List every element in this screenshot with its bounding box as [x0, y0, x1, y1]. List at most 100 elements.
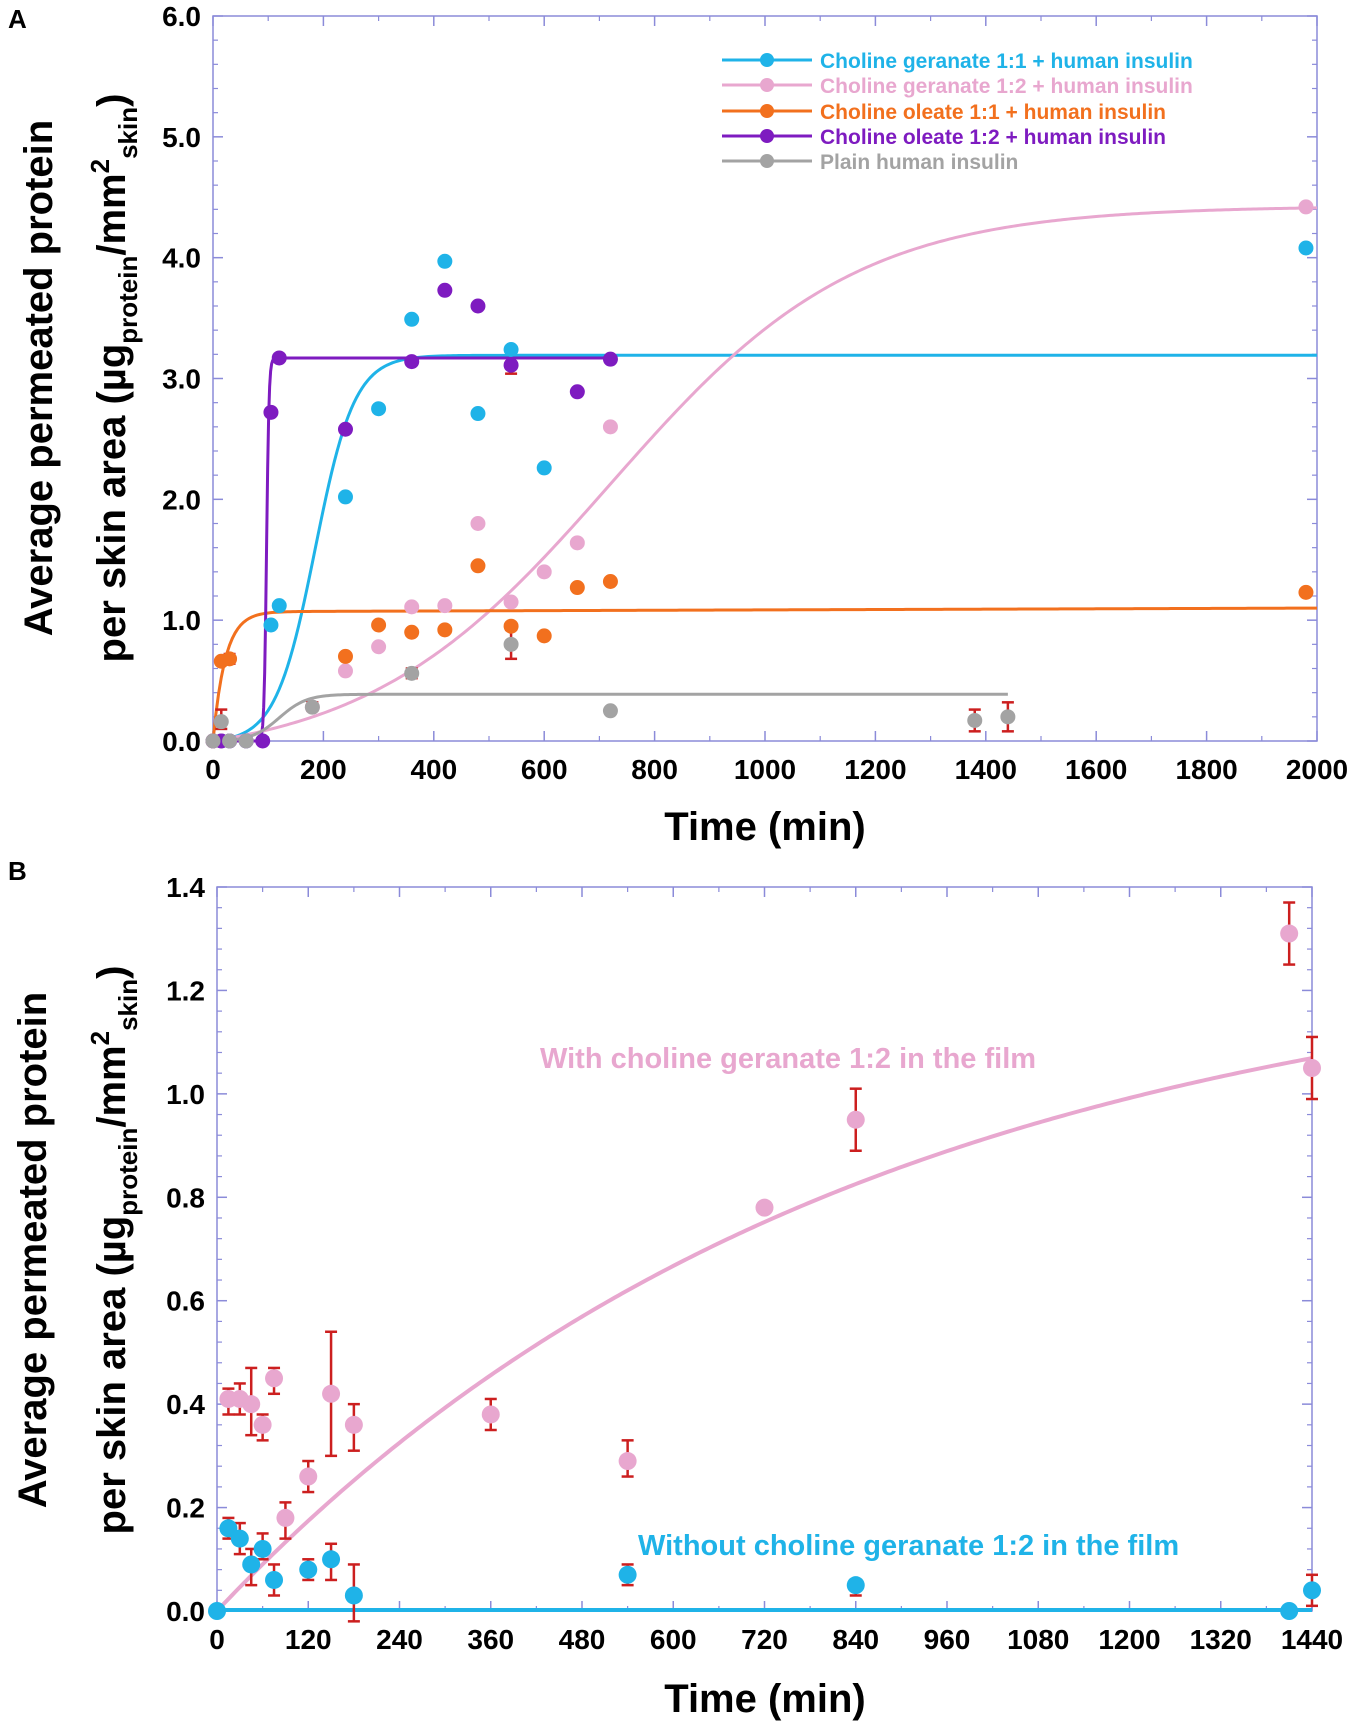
panel-a-point-series-1	[1298, 199, 1314, 215]
panel-a-point-series-1	[602, 419, 618, 435]
panel-a: A 0 200 400 600 800 1000 1200 1400 1600 1800 2000 …	[8, 1, 1348, 849]
panel-a-point-series-2	[503, 618, 519, 634]
panel-a-y-title-sub1: protein	[113, 256, 143, 344]
panel-b-y-title-line2: per skin area (µgprotein/mm2skin)	[85, 966, 143, 1535]
panel-a-point-series-2	[222, 651, 238, 667]
panel-b-y-title-end: )	[90, 966, 134, 979]
panel-a-point-series-4	[213, 714, 229, 730]
panel-b-ticks	[216, 886, 1313, 1612]
panel-b-point-series-1	[242, 1555, 261, 1574]
panel-b-point-series-0	[618, 1452, 637, 1471]
b-x-tick-label: 480	[559, 1624, 606, 1655]
legend-label-cg11: Choline geranate 1:1 + human insulin	[820, 50, 1193, 73]
panel-b-y-axis-title-2: per skin area (µgprotein/mm2skin)	[85, 966, 143, 1535]
panel-b-fit-curves	[215, 1056, 1313, 1613]
legend-label-co11: Choline oleate 1:1 + human insulin	[820, 101, 1166, 124]
b-y-tick-label: 0.8	[166, 1182, 205, 1213]
a-y-tick-label: 4.0	[162, 243, 201, 274]
panel-b-point-series-0	[253, 1415, 272, 1434]
panel-a-point-series-3	[470, 298, 486, 314]
panel-b-point-series-0	[481, 1405, 500, 1424]
a-y-tick-label: 1.0	[162, 605, 201, 636]
b-x-tick-label: 1200	[1098, 1624, 1160, 1655]
panel-a-y-title-line2: per skin area (µgprotein/mm2skin)	[85, 94, 143, 663]
panel-a-fit-0	[212, 353, 1317, 743]
b-y-tick-label: 0.4	[166, 1389, 205, 1420]
panel-b-point-series-0	[242, 1395, 261, 1414]
panel-b-point-series-0	[846, 1110, 865, 1129]
panel-a-y-title-mid: /mm	[90, 173, 134, 255]
a-x-tick-label: 0	[205, 754, 221, 785]
panel-b: B 0 120 240 360 480 600 720 840 960 1080 1200 1320 1…	[8, 856, 1343, 1721]
panel-b-point-series-1	[208, 1602, 226, 1620]
panel-a-point-series-1	[404, 599, 420, 615]
a-x-tick-label: 1400	[955, 754, 1017, 785]
panel-a-point-series-1	[470, 516, 486, 531]
b-x-tick-label: 600	[650, 1624, 697, 1655]
panel-b-data-points	[208, 924, 1321, 1620]
legend-item-cg11: Choline geranate 1:1 + human insulin	[722, 50, 1193, 73]
panel-a-point-series-4	[503, 636, 519, 652]
legend-label-cg12: Choline geranate 1:2 + human insulin	[820, 75, 1193, 98]
b-y-tick-label: 1.0	[166, 1079, 205, 1110]
panel-a-point-series-0	[263, 617, 279, 633]
b-x-tick-label: 960	[924, 1624, 971, 1655]
panel-b-point-series-1	[344, 1586, 363, 1605]
panel-b-point-series-0	[1303, 1059, 1321, 1077]
panel-a-point-series-0	[1298, 240, 1314, 256]
panel-a-y-axis-title-2: per skin area (µgprotein/mm2skin)	[85, 94, 143, 663]
panel-a-point-series-1	[503, 594, 519, 610]
a-x-tick-label: 2000	[1286, 754, 1348, 785]
b-x-tick-label: 720	[741, 1624, 788, 1655]
panel-b-x-tick-labels: 0 120 240 360 480 600 720 840 960 1080 1200 1320 144…	[209, 1624, 1343, 1655]
panel-a-point-series-2	[371, 617, 387, 633]
panel-a-point-series-3	[404, 354, 420, 370]
panel-a-point-series-4	[404, 665, 420, 681]
panel-a-point-series-0	[470, 406, 486, 422]
b-x-tick-label: 1320	[1190, 1624, 1252, 1655]
b-y-tick-label: 0.6	[166, 1286, 205, 1317]
panel-b-point-series-1	[219, 1519, 238, 1538]
panel-b-y-title-mid: /mm	[90, 1045, 134, 1127]
a-x-tick-label: 1600	[1065, 754, 1127, 785]
a-y-tick-label: 6.0	[162, 1, 201, 32]
panel-a-fit-4	[212, 692, 1008, 743]
panel-a-point-series-2	[1298, 584, 1314, 600]
panel-a-point-series-4	[238, 733, 254, 749]
panel-b-y-title-line1: Average permeated protein	[11, 992, 55, 1508]
panel-a-point-series-3	[569, 384, 585, 400]
b-x-tick-label: 360	[467, 1624, 514, 1655]
panel-b-point-series-1	[1280, 1602, 1299, 1620]
panel-b-point-series-1	[1303, 1581, 1321, 1600]
panel-a-y-title-line2-main: per skin area (µg	[90, 344, 134, 663]
legend-marker-cg11	[760, 53, 774, 67]
panel-a-legend: Choline geranate 1:1 + human insulin Cho…	[722, 50, 1193, 174]
panel-b-y-tick-labels: 0.0 0.2 0.4 0.6 0.8 1.0 1.2 1.4	[166, 872, 205, 1627]
panel-a-point-series-1	[371, 639, 387, 655]
panel-a-point-series-4	[602, 703, 618, 719]
panel-a-point-series-0	[536, 460, 552, 476]
panel-a-point-series-2	[437, 622, 453, 638]
panel-b-point-series-0	[276, 1508, 295, 1527]
panel-b-plot-area	[216, 886, 1313, 1612]
panel-b-x-axis-title: Time (min)	[664, 1677, 866, 1721]
panel-b-fit-0	[215, 1056, 1313, 1613]
panel-b-letter: B	[8, 856, 27, 886]
panel-a-point-series-3	[271, 350, 287, 366]
legend-item-cg12: Choline geranate 1:2 + human insulin	[722, 75, 1193, 98]
panel-a-point-series-1	[536, 564, 552, 580]
panel-b-y-title-sub1: protein	[113, 1128, 143, 1216]
a-x-tick-label: 1800	[1175, 754, 1237, 785]
panel-a-point-series-3	[437, 282, 453, 298]
panel-b-point-series-0	[322, 1384, 341, 1403]
a-y-tick-label: 3.0	[162, 364, 201, 395]
panel-b-y-title-line2-main: per skin area (µg	[90, 1216, 134, 1535]
panel-a-point-series-3	[337, 421, 353, 437]
panel-a-point-series-1	[569, 535, 585, 551]
panel-b-point-series-1	[253, 1539, 272, 1558]
panel-a-point-series-3	[255, 733, 271, 749]
panel-b-point-series-1	[846, 1576, 865, 1595]
panel-a-point-series-0	[371, 401, 387, 417]
annotation-without-cg: Without choline geranate 1:2 in the film	[638, 1530, 1179, 1562]
